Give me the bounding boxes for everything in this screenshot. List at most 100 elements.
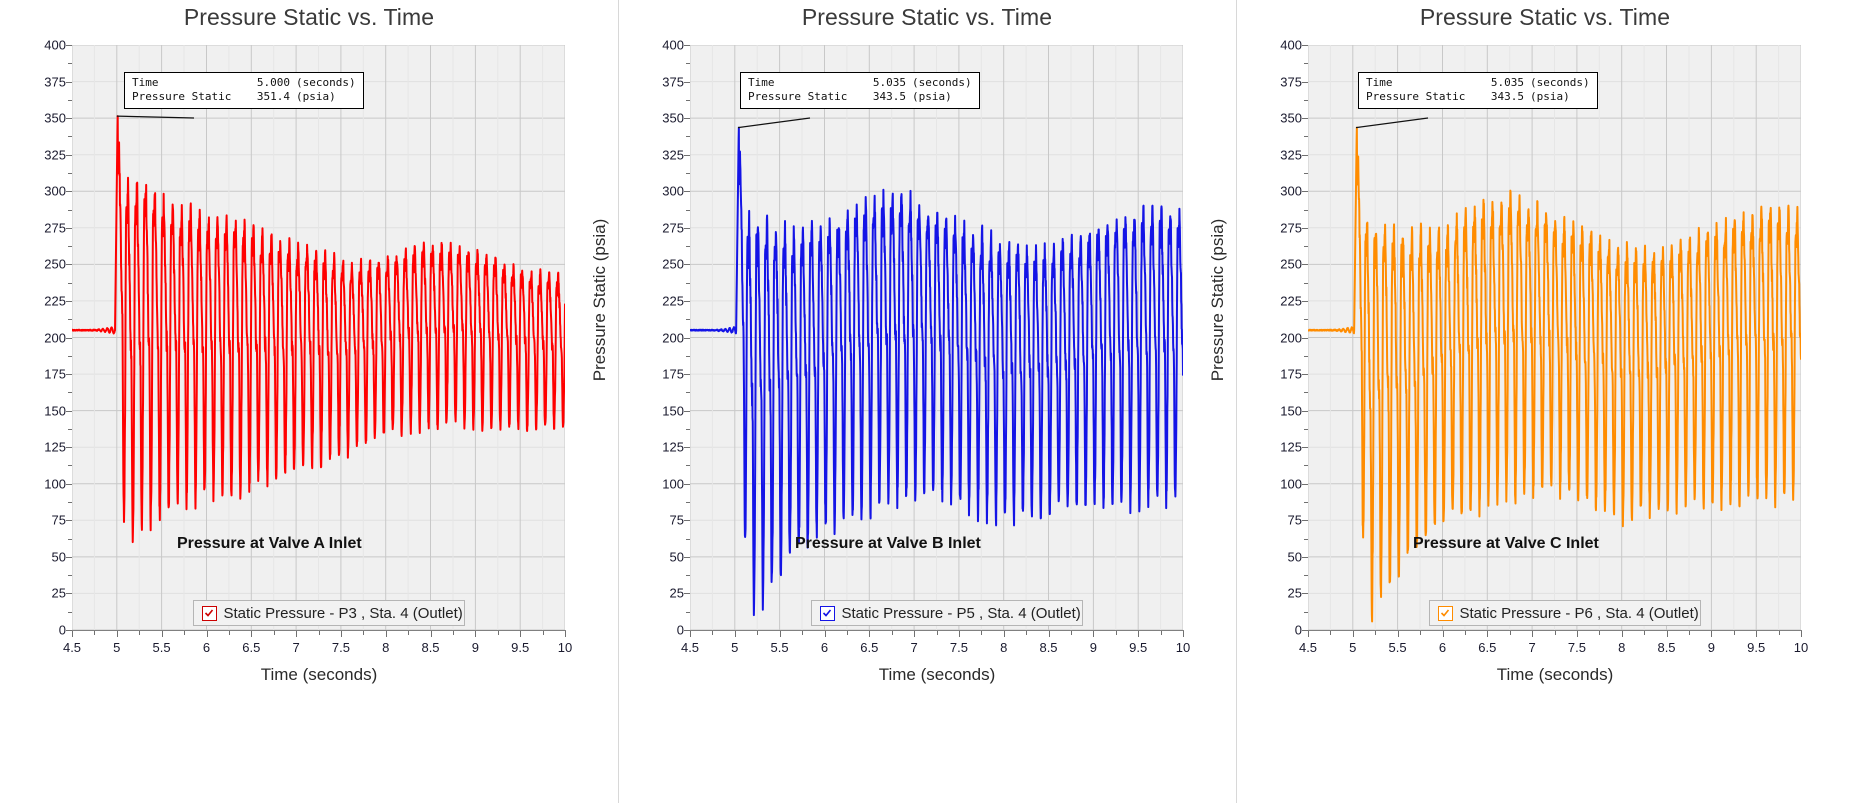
- y-tick-label: 150: [662, 403, 684, 419]
- x-tick-label: 7: [1528, 640, 1536, 655]
- x-tick-label: 7.5: [1567, 640, 1586, 655]
- plot-area[interactable]: [72, 45, 565, 630]
- plot-area[interactable]: [690, 45, 1183, 630]
- y-tick-mark: [1302, 447, 1308, 449]
- x-tick-mark: [712, 631, 714, 635]
- x-axis-tick-labels: 4.5 5 5.5 6 6.5 7 7.5 8 8.5 9 9.5 10: [63, 640, 572, 660]
- x-axis-ticks: [690, 631, 1184, 643]
- y-tick-mark: [684, 300, 690, 302]
- y-tick-label: 350: [44, 110, 66, 126]
- y-tick-label: 0: [1294, 622, 1302, 638]
- x-tick-mark: [1375, 631, 1377, 635]
- y-tick-mark: [684, 593, 690, 595]
- y-tick-label: 100: [1280, 476, 1302, 492]
- x-tick-mark: [1621, 631, 1623, 637]
- y-tick-mark: [68, 428, 72, 430]
- x-tick-mark: [430, 631, 432, 637]
- series-line: [690, 126, 1183, 617]
- y-axis-title: Pressure Static (psia): [1208, 218, 1227, 382]
- y-tick-mark: [1304, 392, 1308, 394]
- x-tick-label: 5: [731, 640, 739, 655]
- legend[interactable]: Static Pressure - P6 , Sta. 4 (Outlet): [1428, 600, 1701, 626]
- y-tick-mark: [686, 63, 690, 65]
- data-tooltip[interactable]: Time 5.035 (seconds) Pressure Static 343.5 (p…: [740, 72, 980, 109]
- y-tick-label: 125: [44, 439, 66, 455]
- x-tick-mark: [1689, 631, 1690, 635]
- x-axis-title: Time (seconds): [1496, 665, 1614, 684]
- x-tick-label: 9.5: [1129, 640, 1148, 655]
- y-tick-label: 50: [1287, 549, 1302, 565]
- x-tick-mark: [1048, 631, 1050, 637]
- plot-wrapper: Time 5.035 (seconds) Pressure Static 343.5 (p…: [1308, 45, 1801, 630]
- data-tooltip[interactable]: Time 5.035 (seconds) Pressure Static 343.5 (p…: [1358, 72, 1598, 109]
- y-tick-mark: [684, 264, 690, 266]
- legend-checkbox[interactable]: [1437, 605, 1453, 621]
- y-tick-label: 225: [44, 293, 66, 309]
- y-tick-label: 75: [51, 512, 66, 528]
- x-tick-label: 10: [557, 640, 573, 655]
- y-tick-mark: [68, 611, 72, 613]
- x-tick-mark: [1733, 631, 1735, 635]
- chart-title: Pressure Static vs. Time: [801, 4, 1053, 30]
- tooltip-value: 5.035: [1490, 76, 1524, 89]
- y-tick-label: 275: [662, 220, 684, 236]
- y-tick-label: 250: [662, 256, 684, 272]
- x-tick-mark: [520, 631, 522, 637]
- x-tick-label: 8.5: [421, 640, 440, 655]
- x-tick-mark: [891, 631, 893, 635]
- x-tick-label: 9.5: [511, 640, 530, 655]
- x-axis-ticks: [72, 631, 566, 643]
- y-tick-label: 125: [1280, 439, 1302, 455]
- y-tick-label: 400: [662, 37, 684, 53]
- y-tick-label: 250: [1280, 256, 1302, 272]
- plot-area[interactable]: [1308, 45, 1801, 630]
- x-tick-label: 8: [1000, 640, 1008, 655]
- tooltip-label: Pressure Static: [748, 90, 848, 103]
- legend-checkbox[interactable]: [201, 605, 217, 621]
- y-axis-ticks: 400 375 350 325 300 275 250 225 200 175 150 125 100 7…: [1256, 38, 1302, 638]
- x-tick-label: 6.5: [860, 640, 879, 655]
- x-axis-title: Time (seconds): [260, 665, 378, 684]
- y-tick-mark: [66, 447, 72, 449]
- x-tick-label: 6: [820, 640, 829, 655]
- y-tick-label: 350: [662, 110, 684, 126]
- y-tick-mark: [686, 319, 690, 321]
- x-tick-mark: [251, 631, 253, 637]
- y-tick-mark: [68, 136, 72, 138]
- y-tick-mark: [68, 502, 72, 504]
- legend-checkbox[interactable]: [819, 605, 835, 621]
- y-tick-label: 100: [662, 476, 684, 492]
- y-tick-mark: [1302, 45, 1308, 46]
- y-tick-mark: [686, 611, 690, 613]
- legend[interactable]: Static Pressure - P3 , Sta. 4 (Outlet): [192, 600, 465, 626]
- y-tick-label: 300: [662, 183, 684, 199]
- y-tick-mark: [686, 246, 690, 248]
- y-tick-mark: [66, 300, 72, 302]
- series-line: [72, 115, 565, 544]
- y-tick-mark: [66, 264, 72, 266]
- data-tooltip[interactable]: Time 5.000 (seconds) Pressure Static 351.4 (p…: [124, 72, 364, 109]
- y-tick-mark: [66, 593, 72, 595]
- x-tick-mark: [846, 631, 848, 635]
- x-tick-mark: [1071, 631, 1072, 635]
- x-tick-label: 7: [910, 640, 918, 655]
- x-tick-label: 7: [292, 640, 300, 655]
- y-tick-label: 75: [1287, 512, 1302, 528]
- x-tick-mark: [542, 631, 544, 635]
- tooltip-label: Time: [748, 76, 775, 89]
- x-tick-label: 5: [113, 640, 121, 655]
- y-tick-mark: [68, 319, 72, 321]
- x-tick-mark: [1554, 631, 1556, 635]
- legend[interactable]: Static Pressure - P5 , Sta. 4 (Outlet): [810, 600, 1083, 626]
- x-tick-label: 7.5: [331, 640, 350, 655]
- x-tick-mark: [824, 631, 826, 637]
- y-tick-mark: [66, 556, 72, 558]
- x-tick-mark: [1532, 631, 1534, 637]
- x-tick-mark: [1487, 631, 1489, 637]
- y-tick-mark: [686, 355, 690, 357]
- y-tick-mark: [684, 483, 690, 485]
- y-tick-label: 225: [1280, 293, 1302, 309]
- y-tick-mark: [1302, 154, 1308, 156]
- plot-annotation: Pressure at Valve B Inlet: [795, 535, 981, 552]
- y-tick-mark: [68, 99, 72, 101]
